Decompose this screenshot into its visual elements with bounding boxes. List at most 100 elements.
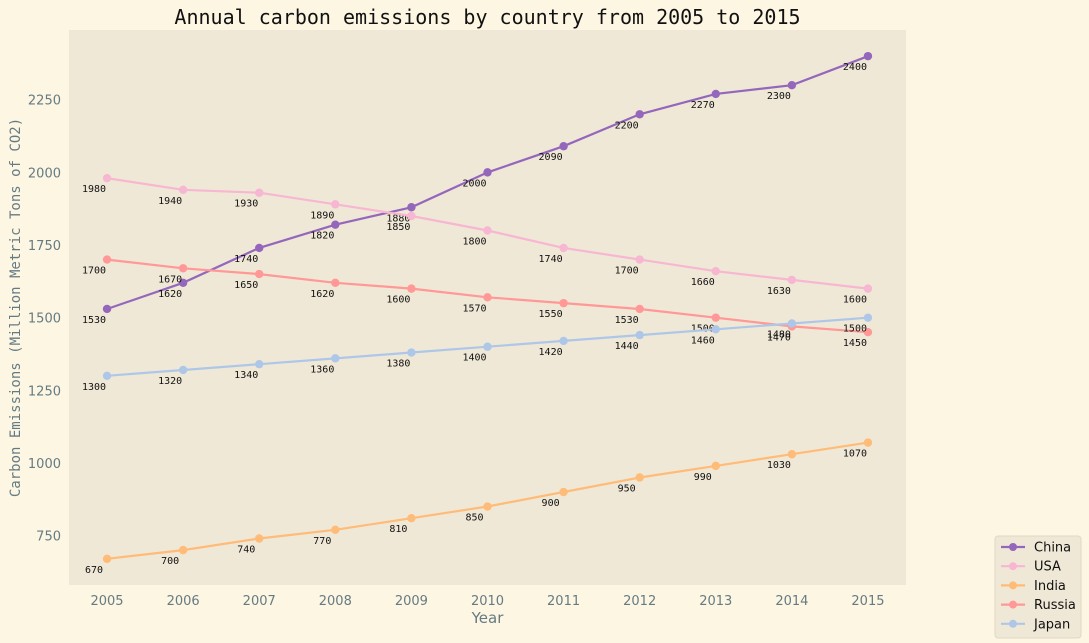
data-point-japan	[102, 371, 112, 380]
legend-item-russia: Russia	[1001, 598, 1076, 613]
data-point-japan	[787, 319, 797, 328]
data-label-china: 1820	[310, 231, 334, 242]
data-label-india: 810	[389, 524, 407, 535]
data-point-india	[559, 487, 568, 497]
data-point-india	[255, 534, 264, 543]
x-tick-label: 2007	[243, 594, 276, 609]
data-label-russia: 1570	[462, 303, 486, 314]
data-label-india: 850	[465, 513, 483, 524]
data-point-russia	[483, 293, 492, 302]
legend-swatch-marker	[1009, 543, 1017, 551]
data-label-usa: 1930	[234, 199, 258, 210]
data-point-japan	[711, 325, 720, 334]
data-point-usa	[787, 275, 797, 285]
data-label-china: 2400	[843, 62, 867, 73]
data-label-china: 2270	[691, 100, 715, 111]
data-label-russia: 1600	[386, 295, 410, 306]
legend-item-usa: USA	[1001, 560, 1061, 575]
data-point-china	[255, 243, 264, 253]
data-label-india: 700	[161, 556, 179, 567]
data-label-japan: 1340	[234, 370, 258, 381]
legend-label: India	[1034, 579, 1066, 594]
x-tick-label: 2011	[547, 594, 580, 609]
legend-swatch-marker	[1009, 619, 1017, 628]
data-label-usa: 1890	[310, 210, 334, 221]
legend-item-india: India	[1001, 579, 1066, 594]
legend-label: China	[1034, 541, 1071, 556]
data-point-russia	[331, 278, 340, 288]
data-label-india: 670	[85, 565, 103, 576]
data-label-usa: 1850	[386, 222, 410, 233]
legend	[994, 535, 1082, 639]
data-label-china: 1620	[158, 289, 182, 300]
data-label-russia: 1670	[158, 274, 182, 285]
data-point-russia	[711, 313, 720, 322]
data-point-china	[711, 89, 720, 99]
data-label-usa: 1980	[82, 184, 106, 195]
legend-swatch-marker	[1009, 600, 1017, 609]
legend-label: USA	[1034, 560, 1061, 575]
data-point-india	[863, 438, 873, 447]
data-point-china	[559, 142, 568, 151]
legend-item-china: China	[1001, 541, 1071, 556]
data-label-russia: 1450	[843, 338, 867, 349]
x-tick-label: 2009	[395, 594, 428, 609]
data-label-russia: 1620	[310, 289, 334, 300]
data-label-japan: 1400	[462, 353, 486, 364]
data-label-usa: 1800	[462, 236, 486, 247]
data-label-japan: 1420	[539, 347, 563, 358]
data-point-japan	[407, 348, 416, 357]
data-point-china	[787, 81, 797, 90]
data-label-china: 2200	[615, 120, 639, 131]
data-point-india	[711, 461, 720, 471]
data-label-india: 900	[542, 498, 560, 509]
data-label-japan: 1500	[843, 324, 867, 335]
data-point-russia	[407, 284, 416, 293]
data-point-usa	[711, 266, 720, 276]
data-label-japan: 1380	[386, 359, 410, 370]
data-point-japan	[863, 313, 873, 322]
data-point-russia	[255, 269, 264, 279]
data-point-japan	[559, 336, 568, 346]
y-tick-label: 1750	[28, 239, 61, 254]
data-point-japan	[178, 365, 188, 375]
x-axis-label: Year	[471, 609, 505, 627]
y-axis-label: Carbon Emissions (Million Metric Tons of…	[8, 118, 24, 497]
x-tick-label: 2005	[90, 594, 123, 609]
y-tick-label: 750	[36, 530, 61, 545]
data-point-china	[102, 304, 112, 314]
data-label-china: 2000	[462, 178, 486, 189]
data-label-russia: 1530	[615, 315, 639, 326]
data-label-japan: 1320	[158, 376, 182, 387]
data-label-usa: 1940	[158, 196, 182, 207]
legend-label: Japan	[1033, 617, 1070, 632]
data-point-japan	[331, 354, 340, 363]
x-tick-label: 2013	[699, 594, 732, 609]
data-point-india	[483, 502, 492, 511]
legend-swatch-marker	[1009, 562, 1017, 571]
chart-title: Annual carbon emissions by country from …	[174, 5, 800, 29]
data-point-china	[331, 220, 340, 229]
data-label-russia: 1550	[539, 309, 563, 320]
data-point-india	[787, 450, 797, 459]
data-label-japan: 1440	[615, 341, 639, 352]
data-point-russia	[635, 304, 644, 314]
data-label-japan: 1300	[82, 382, 106, 393]
data-label-usa: 1740	[539, 254, 563, 265]
legend-swatch-marker	[1009, 581, 1017, 590]
y-tick-label: 1500	[28, 312, 61, 327]
data-point-india	[407, 513, 416, 523]
data-label-india: 740	[237, 545, 255, 556]
data-point-usa	[635, 255, 644, 264]
y-tick-label: 1000	[28, 457, 61, 472]
x-tick-label: 2010	[471, 594, 504, 609]
legend-item-japan: Japan	[1001, 617, 1070, 632]
data-point-usa	[559, 243, 568, 253]
data-point-india	[178, 545, 188, 555]
data-point-china	[483, 168, 492, 177]
x-tick-label: 2012	[623, 594, 656, 609]
legend-label: Russia	[1034, 598, 1076, 613]
data-label-russia: 1470	[767, 332, 791, 343]
data-label-usa: 1630	[767, 286, 791, 297]
